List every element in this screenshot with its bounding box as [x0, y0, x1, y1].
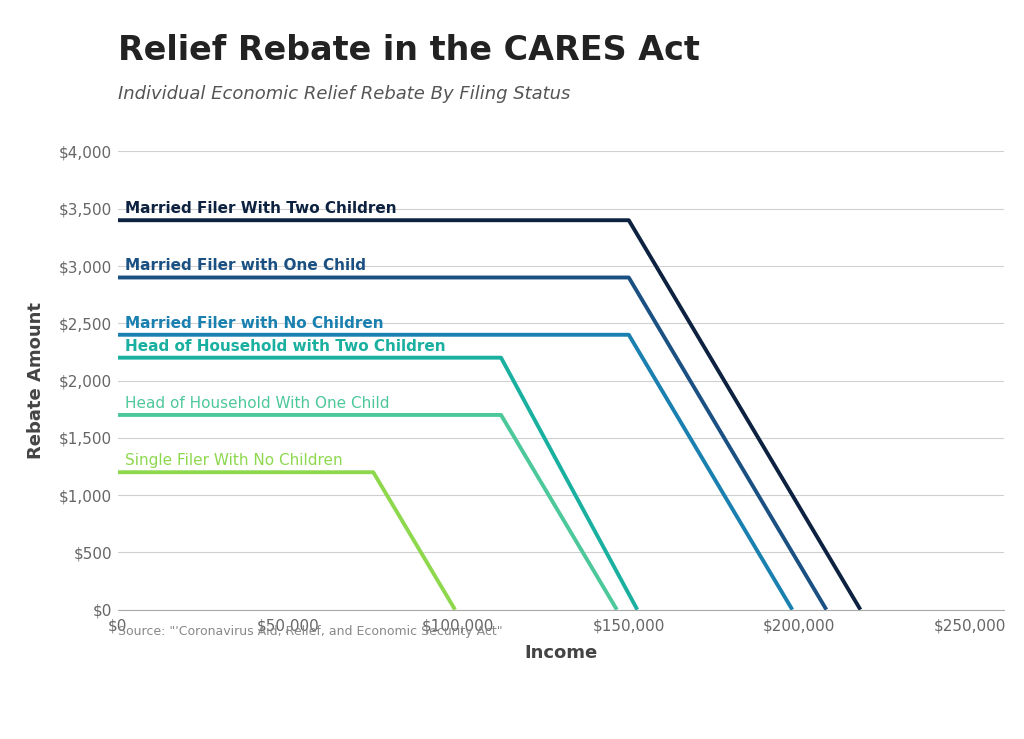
- Text: Married Filer with One Child: Married Filer with One Child: [125, 259, 366, 273]
- Text: Individual Economic Relief Rebate By Filing Status: Individual Economic Relief Rebate By Fil…: [118, 86, 570, 103]
- Text: Head of Household With One Child: Head of Household With One Child: [125, 396, 389, 411]
- X-axis label: Income: Income: [524, 644, 597, 662]
- Text: @TaxFoundation: @TaxFoundation: [852, 700, 1006, 718]
- Y-axis label: Rebate Amount: Rebate Amount: [27, 302, 45, 459]
- Text: Head of Household with Two Children: Head of Household with Two Children: [125, 338, 445, 354]
- Text: TAX FOUNDATION: TAX FOUNDATION: [18, 700, 198, 718]
- Text: Relief Rebate in the CARES Act: Relief Rebate in the CARES Act: [118, 33, 699, 67]
- Text: Married Filer With Two Children: Married Filer With Two Children: [125, 201, 396, 217]
- Text: Single Filer With No Children: Single Filer With No Children: [125, 453, 342, 469]
- Text: Source: "'Coronavirus Aid, Relief, and Economic Security Act": Source: "'Coronavirus Aid, Relief, and E…: [118, 624, 503, 638]
- Text: Married Filer with No Children: Married Filer with No Children: [125, 316, 383, 331]
